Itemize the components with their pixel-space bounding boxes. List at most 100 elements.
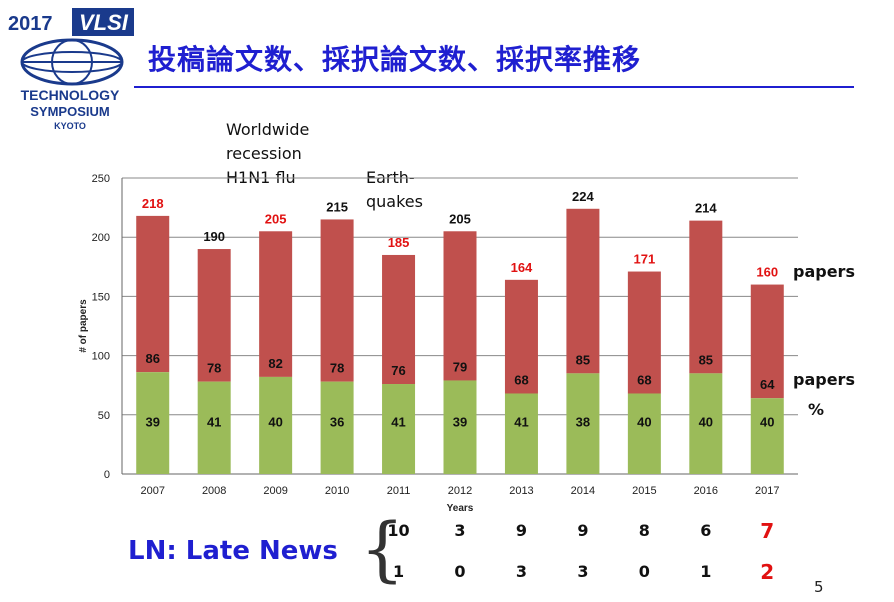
x-tick-label: 2012 bbox=[448, 485, 472, 497]
accepted-bar bbox=[750, 398, 784, 474]
logo-vlsi-badge bbox=[72, 8, 134, 36]
late-news-value: 6 bbox=[700, 521, 712, 540]
submitted-value-label: 160 bbox=[756, 265, 778, 280]
late-news-value: 1 bbox=[700, 562, 712, 581]
late-news-value: 3 bbox=[454, 521, 466, 540]
earthquake-line-2: quakes bbox=[366, 192, 423, 211]
accepted-bar bbox=[197, 381, 231, 474]
accepted-value-label: 68 bbox=[637, 372, 651, 387]
accepted-bar bbox=[443, 380, 477, 474]
rate-value-label: 40 bbox=[637, 415, 651, 430]
y-tick-label: 50 bbox=[98, 410, 110, 422]
submitted-bar bbox=[750, 284, 784, 399]
submitted-bar bbox=[197, 249, 231, 382]
x-tick-label: 2009 bbox=[263, 485, 287, 497]
late-news-value: 1 bbox=[392, 562, 405, 581]
rate-value-label: 41 bbox=[391, 415, 405, 430]
late-news-value: 7 bbox=[760, 519, 775, 543]
submitted-papers-label: papers bbox=[793, 262, 855, 281]
slide-title: 投稿論文数、採択論文数、採択率推移 bbox=[148, 43, 642, 76]
rate-value-label: 39 bbox=[145, 415, 159, 430]
accepted-value-label: 68 bbox=[514, 372, 528, 387]
submitted-value-label: 205 bbox=[449, 211, 471, 226]
rate-value-label: 41 bbox=[207, 415, 221, 430]
late-news-value: 9 bbox=[515, 521, 528, 540]
late-news-value: 3 bbox=[577, 562, 589, 581]
late-news-value: 10 bbox=[387, 521, 410, 540]
x-tick-label: 2016 bbox=[694, 485, 718, 497]
rate-value-label: 40 bbox=[699, 415, 713, 430]
accepted-bar bbox=[259, 376, 293, 474]
accepted-value-label: 82 bbox=[268, 356, 282, 371]
y-tick-label: 250 bbox=[92, 173, 110, 185]
accepted-bar bbox=[136, 372, 170, 474]
late-news-value: 3 bbox=[515, 562, 528, 581]
accepted-value-label: 76 bbox=[391, 363, 405, 378]
y-axis-label: # of papers bbox=[78, 299, 89, 353]
submitted-value-label: 215 bbox=[326, 199, 348, 214]
recession-line-1: Worldwide bbox=[226, 120, 310, 139]
submitted-value-label: 185 bbox=[388, 235, 410, 250]
late-news-value: 9 bbox=[577, 521, 589, 540]
accepted-value-label: 86 bbox=[145, 351, 159, 366]
submitted-bar bbox=[689, 220, 723, 374]
rate-value-label: 39 bbox=[453, 415, 467, 430]
x-axis-label: Years bbox=[447, 503, 474, 514]
y-tick-label: 200 bbox=[92, 232, 110, 244]
logo-year: 2017 bbox=[8, 13, 53, 35]
submitted-bar bbox=[259, 231, 293, 377]
x-tick-label: 2007 bbox=[140, 485, 164, 497]
accepted-value-label: 85 bbox=[699, 352, 713, 367]
logo-line2: SYMPOSIUM bbox=[30, 104, 109, 119]
y-tick-label: 150 bbox=[92, 291, 110, 303]
x-tick-label: 2008 bbox=[202, 485, 226, 497]
rate-percent-label: % bbox=[808, 400, 825, 419]
x-tick-label: 2010 bbox=[325, 485, 349, 497]
logo-line1: TECHNOLOGY bbox=[21, 87, 120, 103]
accepted-value-label: 79 bbox=[453, 359, 467, 374]
accepted-bar bbox=[566, 373, 600, 474]
submitted-value-label: 218 bbox=[142, 196, 164, 211]
submitted-value-label: 214 bbox=[695, 201, 717, 216]
late-news-value: 0 bbox=[638, 562, 650, 581]
rate-value-label: 40 bbox=[268, 415, 282, 430]
late-news-brace: { bbox=[360, 508, 405, 590]
submitted-bar bbox=[504, 279, 538, 394]
title-underline bbox=[134, 86, 854, 88]
y-tick-label: 100 bbox=[92, 351, 110, 363]
x-tick-label: 2013 bbox=[509, 485, 533, 497]
submitted-bar bbox=[627, 271, 661, 394]
accepted-value-label: 78 bbox=[207, 361, 221, 376]
submitted-value-label: 190 bbox=[203, 229, 225, 244]
submitted-value-label: 224 bbox=[572, 189, 594, 204]
accepted-value-label: 85 bbox=[576, 352, 590, 367]
rate-value-label: 41 bbox=[514, 415, 528, 430]
x-tick-label: 2011 bbox=[387, 485, 411, 497]
late-news-label: LN: Late News bbox=[128, 536, 338, 566]
submitted-bar bbox=[320, 219, 354, 382]
submitted-value-label: 205 bbox=[265, 211, 287, 226]
page-number: 5 bbox=[814, 578, 824, 596]
submitted-value-label: 171 bbox=[634, 252, 656, 267]
accepted-value-label: 64 bbox=[760, 377, 775, 392]
late-news-value: 0 bbox=[454, 562, 466, 581]
x-tick-label: 2015 bbox=[632, 485, 656, 497]
logo-line3: KYOTO bbox=[54, 121, 86, 131]
late-news-value: 8 bbox=[638, 521, 650, 540]
late-news-value: 2 bbox=[760, 560, 775, 584]
vlsi-symposium-logo: 2017 VLSI TECHNOLOGY SYMPOSIUM KYOTO bbox=[8, 8, 134, 131]
rate-value-label: 38 bbox=[576, 415, 590, 430]
accepted-papers-label: papers bbox=[793, 370, 855, 389]
accepted-value-label: 78 bbox=[330, 361, 344, 376]
submitted-value-label: 164 bbox=[511, 260, 533, 275]
accepted-bar bbox=[504, 393, 538, 474]
logo-globe-meridian bbox=[51, 39, 93, 85]
y-tick-label: 0 bbox=[104, 469, 110, 481]
submitted-bar bbox=[566, 208, 600, 374]
accepted-bar bbox=[382, 384, 416, 474]
accepted-bar bbox=[689, 373, 723, 474]
logo-vlsi-text: VLSI bbox=[79, 10, 129, 35]
x-tick-label: 2014 bbox=[571, 485, 595, 497]
submitted-bar bbox=[136, 215, 170, 373]
